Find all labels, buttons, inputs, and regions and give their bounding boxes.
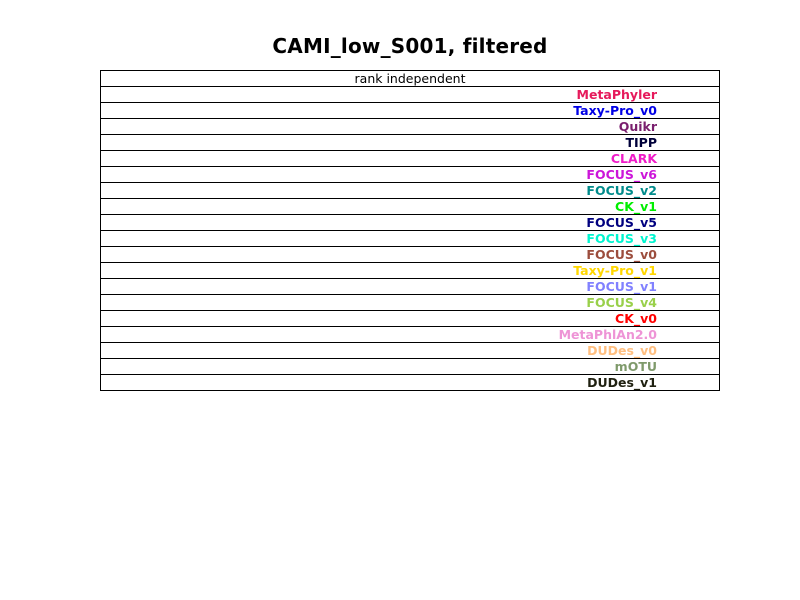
- tool-label: FOCUS_v1: [100, 278, 720, 295]
- tool-label: CK_v1: [100, 198, 720, 215]
- table-row: FOCUS_v4: [100, 294, 720, 311]
- table-header-row: rank independent: [100, 70, 720, 87]
- tool-label: MetaPhyler: [100, 86, 720, 103]
- table-row: FOCUS_v2: [100, 182, 720, 199]
- table-row: FOCUS_v1: [100, 278, 720, 295]
- table-row: TIPP: [100, 134, 720, 151]
- tool-label: FOCUS_v6: [100, 166, 720, 183]
- table-row: MetaPhyler: [100, 86, 720, 103]
- table-row: CK_v0: [100, 310, 720, 327]
- tool-label: FOCUS_v0: [100, 246, 720, 263]
- table-row: Taxy-Pro_v1: [100, 262, 720, 279]
- tool-label: CLARK: [100, 150, 720, 167]
- tool-label: FOCUS_v2: [100, 182, 720, 199]
- rank-independent-header: rank independent: [100, 70, 720, 87]
- tool-label: FOCUS_v5: [100, 214, 720, 231]
- chart-title: CAMI_low_S001, filtered: [272, 34, 548, 58]
- tool-label: Quikr: [100, 118, 720, 135]
- table-row: FOCUS_v5: [100, 214, 720, 231]
- table-row: FOCUS_v6: [100, 166, 720, 183]
- tool-label: TIPP: [100, 134, 720, 151]
- tool-label: mOTU: [100, 358, 720, 375]
- table-row: FOCUS_v0: [100, 246, 720, 263]
- tool-label: Taxy-Pro_v0: [100, 102, 720, 119]
- table-row: MetaPhlAn2.0: [100, 326, 720, 343]
- results-table: rank independent MetaPhyler Taxy-Pro_v0 Qu…: [100, 70, 720, 391]
- table-row: mOTU: [100, 358, 720, 375]
- tool-label: MetaPhlAn2.0: [100, 326, 720, 343]
- table-row: CK_v1: [100, 198, 720, 215]
- results-table-container: rank independent MetaPhyler Taxy-Pro_v0 Qu…: [100, 70, 720, 391]
- table-row: Taxy-Pro_v0: [100, 102, 720, 119]
- tool-label: Taxy-Pro_v1: [100, 262, 720, 279]
- table-row: Quikr: [100, 118, 720, 135]
- tool-label: DUDes_v0: [100, 342, 720, 359]
- table-row: DUDes_v0: [100, 342, 720, 359]
- tool-label: CK_v0: [100, 310, 720, 327]
- results-table-body: rank independent MetaPhyler Taxy-Pro_v0 Qu…: [100, 70, 720, 391]
- table-row: FOCUS_v3: [100, 230, 720, 247]
- tool-label: FOCUS_v4: [100, 294, 720, 311]
- table-row: DUDes_v1: [100, 374, 720, 391]
- table-row: CLARK: [100, 150, 720, 167]
- tool-label: DUDes_v1: [100, 374, 720, 391]
- tool-label: FOCUS_v3: [100, 230, 720, 247]
